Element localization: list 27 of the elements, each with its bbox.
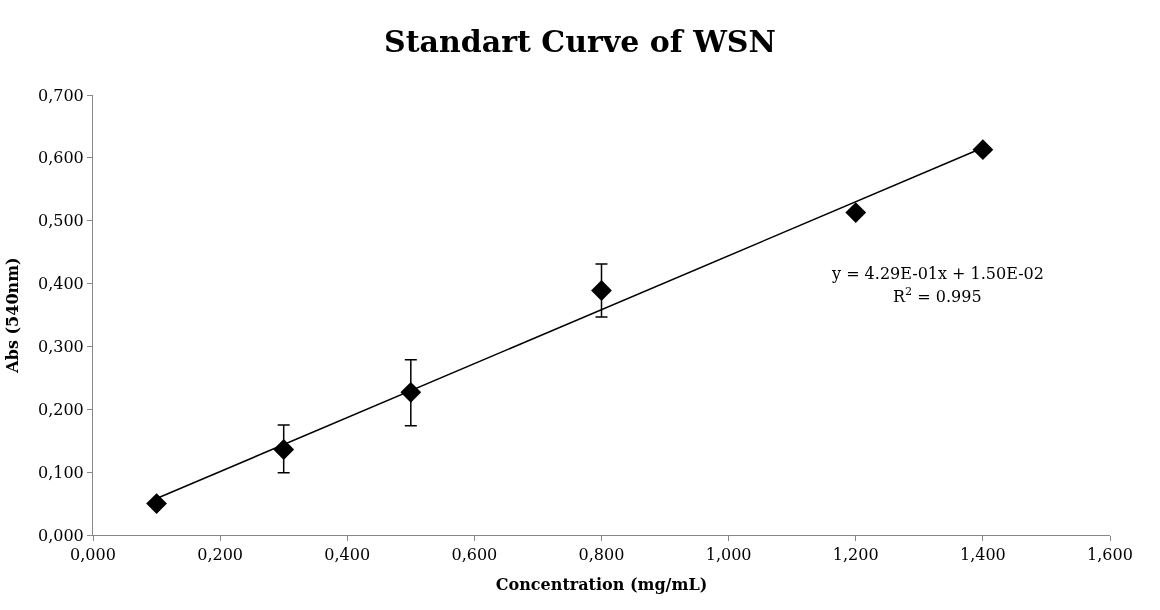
x-tick-label: 1,600 (1087, 545, 1133, 565)
y-tick-label: 0,300 (37, 337, 84, 357)
y-tick-label: 0,400 (37, 274, 84, 294)
x-axis-title: Concentration (mg/mL) (495, 574, 708, 594)
y-tick-label: 0,200 (37, 399, 84, 419)
annotation: R$^{2}$ = 0.995 (893, 285, 982, 306)
y-tick-label: 0,700 (37, 85, 84, 105)
point (845, 202, 867, 223)
point (591, 280, 612, 301)
chart-title: Standart Curve of WSN (384, 23, 776, 59)
annotation: y = 4.29E-01x + 1.50E-02 (831, 264, 1044, 283)
x-tick-label: 0,800 (578, 545, 625, 565)
y-tick-label: 0,100 (37, 462, 84, 482)
y-tick-label: 0,600 (37, 148, 84, 168)
x-tick-label: 0,400 (324, 545, 371, 565)
y-tick-label: 0,000 (37, 525, 84, 545)
x-tick-label: 1,000 (705, 545, 752, 565)
x-tick-label: 0,600 (451, 545, 498, 565)
point (146, 493, 167, 514)
x-tick-label: 1,400 (959, 545, 1006, 565)
y-tick-label: 0,500 (37, 211, 84, 231)
point (972, 139, 994, 161)
x-tick-label: 1,200 (832, 545, 879, 565)
x-tick-label: 0,200 (197, 545, 244, 565)
point (273, 439, 295, 460)
y-axis-title: Abs (540nm) (2, 257, 22, 374)
x-tick-label: 0,000 (70, 545, 116, 565)
